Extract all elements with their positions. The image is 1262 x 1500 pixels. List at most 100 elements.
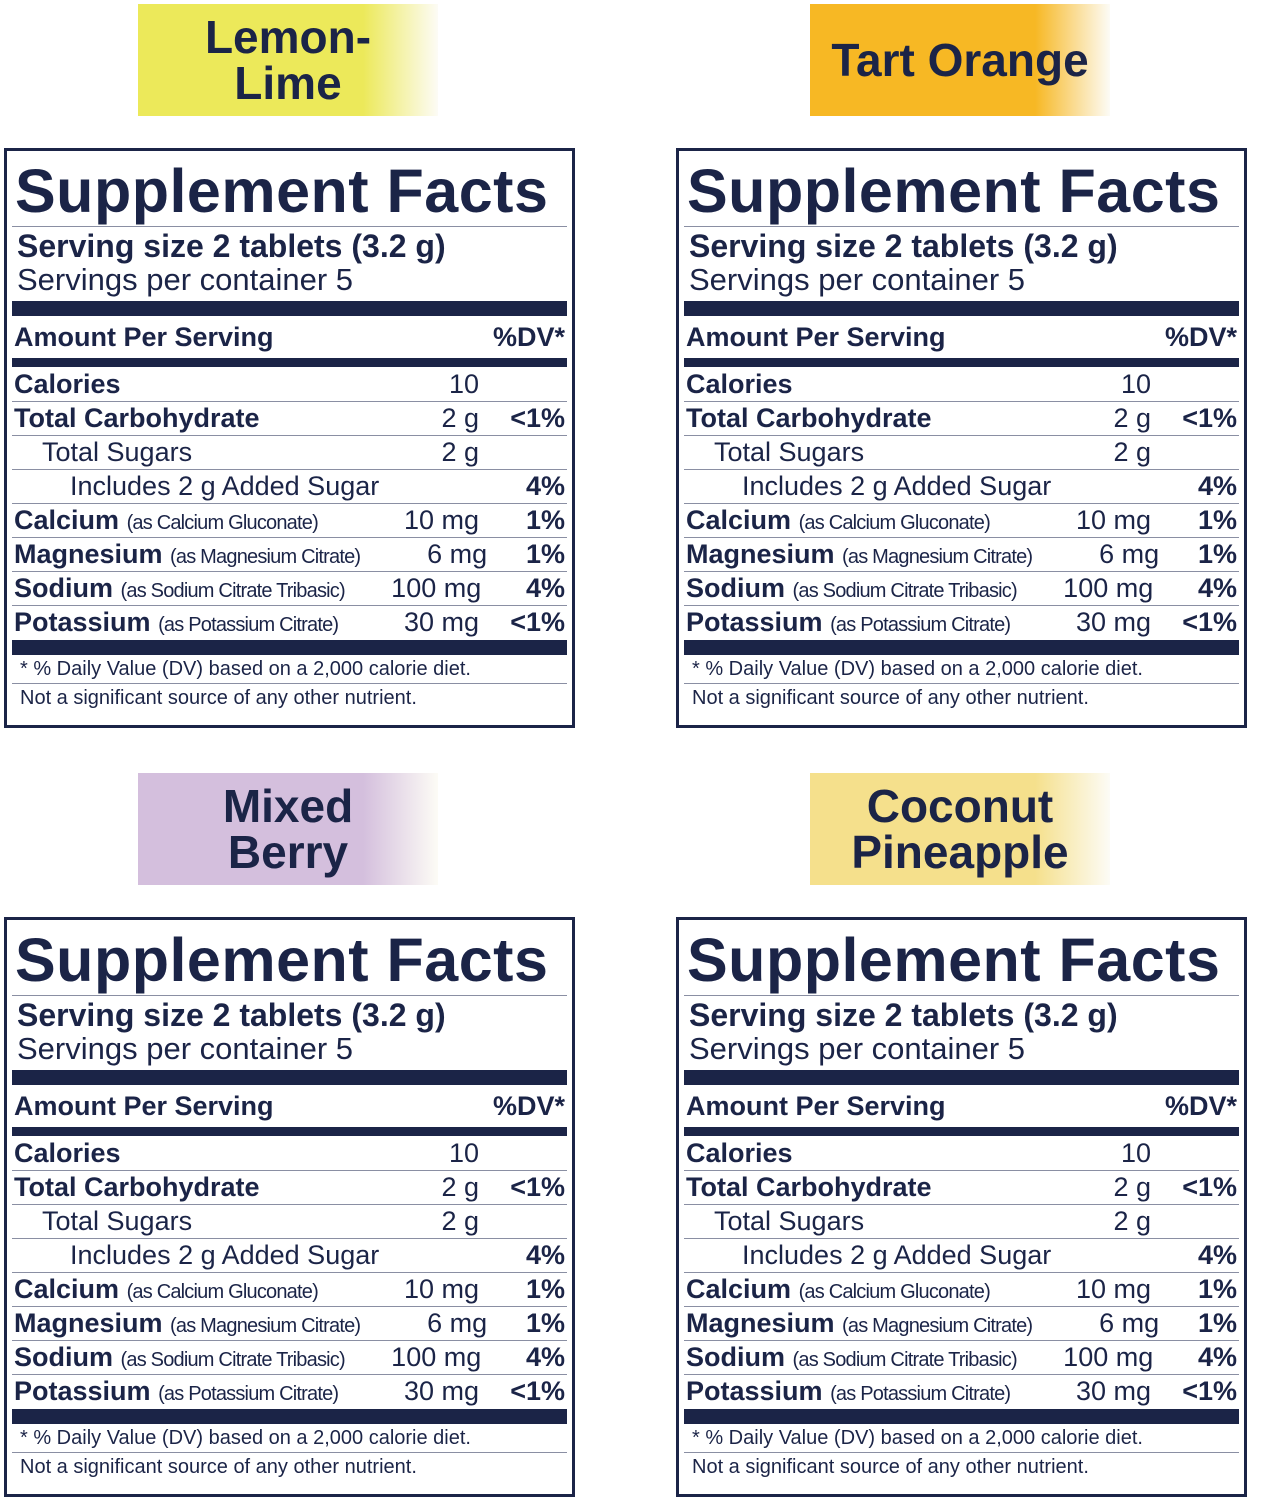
nutrient-name: Total Sugars — [42, 437, 193, 467]
nutrient-row: Calories 10 — [684, 1136, 1239, 1170]
divider — [684, 1409, 1239, 1424]
nutrient-dv: 4% — [525, 1342, 565, 1372]
nutrient-amount: 10 — [1120, 1137, 1151, 1168]
nutrient-source: (as Potassium Citrate) — [830, 1383, 1011, 1405]
nutrient-name: Calcium — [686, 1274, 792, 1304]
divider — [684, 1127, 1239, 1136]
nutrient-dv: 1% — [1197, 1308, 1237, 1338]
nutrient-amount: 6 mg — [427, 539, 488, 569]
nutrient-table: Calories 10 Total Carbohydrate 2 g <1% T… — [684, 1136, 1239, 1408]
nutrient-row: Potassium (as Potassium Citrate) 30 mg <… — [12, 1374, 567, 1408]
divider — [684, 683, 1239, 684]
divider — [12, 1070, 567, 1085]
divider — [12, 226, 567, 227]
divider — [12, 1127, 567, 1136]
amount-header: Amount Per Serving %DV* — [12, 316, 567, 358]
amount-header: Amount Per Serving %DV* — [684, 316, 1239, 358]
nutrient-dv: <1% — [510, 607, 565, 637]
nutrient-row: Total Carbohydrate 2 g <1% — [684, 401, 1239, 435]
divider — [12, 358, 567, 367]
panel-title: Supplement Facts — [15, 926, 549, 994]
servings-per-container: Servings per container 5 — [689, 1031, 1026, 1066]
nutrient-name: Total Sugars — [714, 437, 865, 467]
flavor-name: Lemon- Lime — [204, 11, 372, 109]
nutrient-amount: 6 mg — [427, 1308, 488, 1338]
nutrient-amount: 2 g — [441, 1206, 479, 1236]
nutrient-name: Includes 2 g Added Sugar — [742, 1240, 1052, 1270]
nutrient-dv: 1% — [525, 539, 565, 569]
nutrient-amount: 30 mg — [1075, 1376, 1151, 1406]
nutrient-amount: 100 mg — [391, 1342, 482, 1372]
nutrient-name: Potassium — [14, 1376, 151, 1406]
dv-header: %DV* — [492, 1091, 565, 1121]
nutrient-dv: 4% — [1197, 1342, 1237, 1372]
nutrient-source: (as Calcium Gluconate) — [126, 1281, 319, 1303]
nutrient-dv: 1% — [525, 1308, 565, 1338]
nutrient-amount: 2 g — [441, 403, 479, 433]
nutrient-dv: <1% — [1182, 403, 1237, 433]
nutrient-row: Calories 10 — [684, 367, 1239, 401]
nutrient-name: Calories — [686, 1137, 793, 1168]
nutrient-source: (as Potassium Citrate) — [158, 1383, 339, 1405]
nutrient-name: Total Sugars — [42, 1206, 193, 1236]
supplement-facts-panel: Supplement Facts Serving size 2 tablets … — [676, 917, 1247, 1497]
nutrient-row: Potassium (as Potassium Citrate) 30 mg <… — [12, 605, 567, 639]
nutrient-name: Calcium — [14, 505, 120, 535]
flavor-label: Mixed Berry — [138, 773, 438, 885]
nutrient-source: (as Magnesium Citrate) — [170, 1315, 361, 1337]
note: Not a significant source of any other nu… — [692, 1456, 1089, 1478]
nutrient-table: Calories 10 Total Carbohydrate 2 g <1% T… — [12, 367, 567, 639]
nutrient-amount: 100 mg — [1063, 1342, 1154, 1372]
nutrient-source: (as Magnesium Citrate) — [842, 546, 1033, 568]
nutrient-source: (as Potassium Citrate) — [830, 614, 1011, 636]
nutrient-amount: 2 g — [1113, 1172, 1151, 1202]
nutrient-dv: <1% — [510, 1172, 565, 1202]
flavor-label: Tart Orange — [810, 4, 1110, 116]
amount-header: Amount Per Serving %DV* — [684, 1085, 1239, 1127]
nutrient-name: Total Carbohydrate — [14, 1172, 260, 1202]
nutrient-row: Total Sugars 2 g — [684, 435, 1239, 469]
amount-per-serving: Amount Per Serving — [14, 322, 274, 352]
nutrient-dv: <1% — [1182, 1172, 1237, 1202]
nutrient-name: Sodium — [14, 573, 113, 603]
amount-header: Amount Per Serving %DV* — [12, 1085, 567, 1127]
nutrient-dv: <1% — [510, 1376, 565, 1406]
nutrient-amount: 2 g — [441, 1172, 479, 1202]
nutrient-amount: 2 g — [1113, 437, 1151, 467]
nutrient-amount: 2 g — [1113, 1206, 1151, 1236]
divider — [684, 640, 1239, 655]
nutrient-row: Magnesium (as Magnesium Citrate) 6 mg 1% — [684, 1306, 1239, 1340]
servings-per-container: Servings per container 5 — [17, 1031, 354, 1066]
nutrient-dv: 4% — [525, 471, 565, 501]
divider — [12, 301, 567, 316]
nutrient-name: Magnesium — [686, 539, 835, 569]
nutrient-amount: 10 — [448, 1137, 479, 1168]
nutrient-name: Sodium — [686, 1342, 785, 1372]
nutrient-dv: 4% — [1197, 471, 1237, 501]
divider — [684, 358, 1239, 367]
nutrient-row: Potassium (as Potassium Citrate) 30 mg <… — [684, 605, 1239, 639]
divider — [684, 1452, 1239, 1453]
nutrient-row: Total Sugars 2 g — [684, 1204, 1239, 1238]
nutrient-amount: 6 mg — [1099, 539, 1160, 569]
nutrient-dv: 1% — [1197, 539, 1237, 569]
flavor-name: Mixed Berry — [222, 780, 354, 878]
nutrient-source: (as Sodium Citrate Tribasic) — [792, 1349, 1018, 1371]
serving-size: Serving size 2 tablets (3.2 g) — [17, 997, 446, 1033]
supplement-facts-panel: Supplement Facts Serving size 2 tablets … — [4, 917, 575, 1497]
serving-size: Serving size 2 tablets (3.2 g) — [689, 997, 1118, 1033]
nutrient-name: Potassium — [686, 607, 823, 637]
flavor-label: Lemon- Lime — [138, 4, 438, 116]
nutrient-name: Includes 2 g Added Sugar — [742, 471, 1052, 501]
nutrient-amount: 2 g — [1113, 403, 1151, 433]
nutrient-row: Sodium (as Sodium Citrate Tribasic) 100 … — [684, 571, 1239, 605]
flavor-label: Coconut Pineapple — [810, 773, 1110, 885]
nutrient-dv: <1% — [1182, 607, 1237, 637]
nutrient-row: Total Carbohydrate 2 g <1% — [12, 401, 567, 435]
divider — [684, 1070, 1239, 1085]
nutrient-dv: 4% — [525, 573, 565, 603]
nutrient-row: Calories 10 — [12, 367, 567, 401]
dv-header: %DV* — [1164, 322, 1237, 352]
footnote: * % Daily Value (DV) based on a 2,000 ca… — [20, 658, 471, 680]
nutrient-row: Magnesium (as Magnesium Citrate) 6 mg 1% — [12, 537, 567, 571]
